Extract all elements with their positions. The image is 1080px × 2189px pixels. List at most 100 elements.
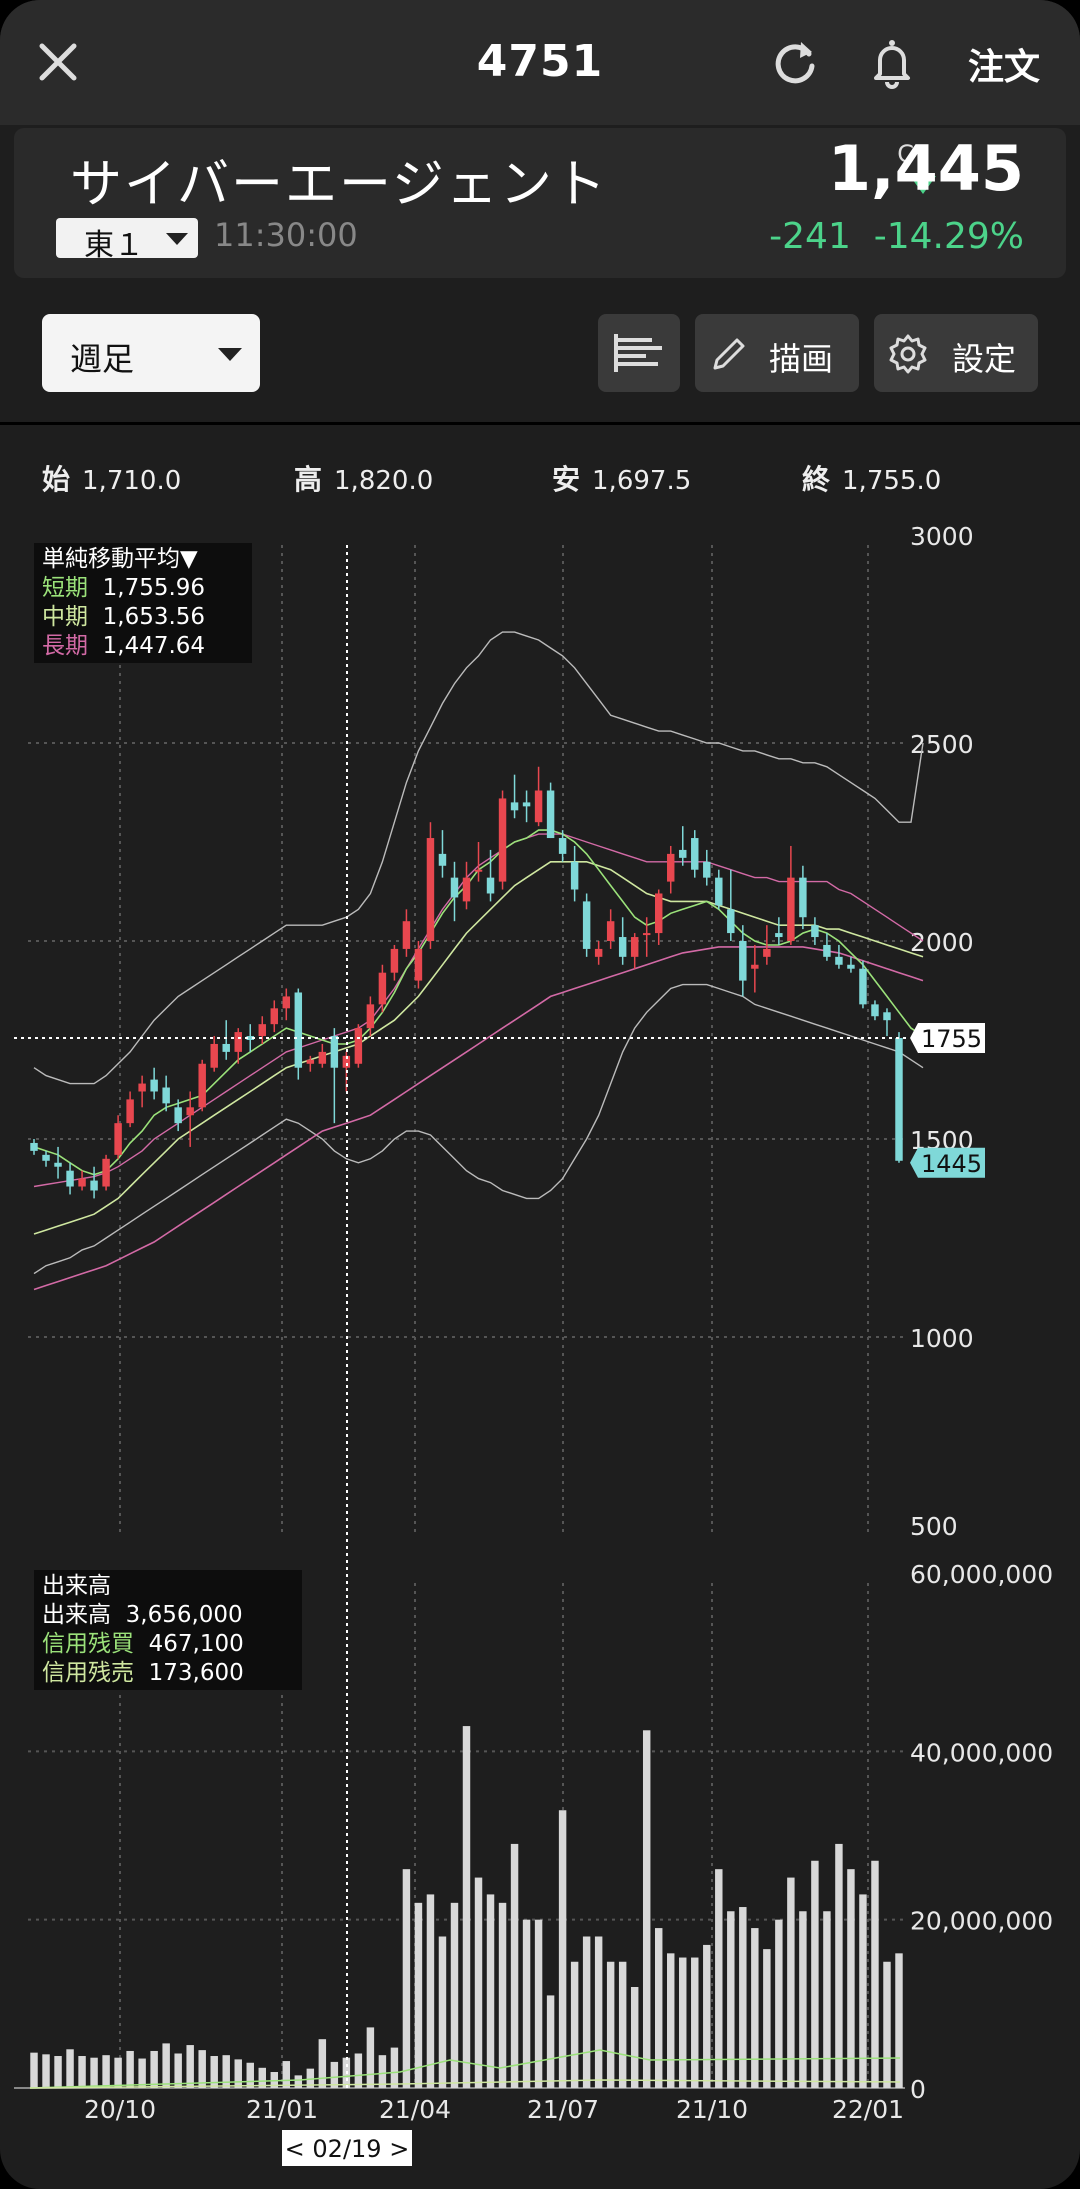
ohlc-low: 安 1,697.5 — [552, 458, 691, 498]
candle-body — [498, 798, 507, 882]
volume-bar — [306, 2068, 315, 2088]
candle-body — [210, 1043, 218, 1068]
candle-body — [222, 1043, 230, 1052]
candle-body — [78, 1178, 86, 1187]
candle-body — [42, 1154, 50, 1161]
price-change: -241 -14.29% — [769, 216, 1024, 257]
gear-icon — [889, 334, 927, 374]
quote-time: 11:30:00 — [214, 216, 358, 254]
candle-body — [715, 877, 723, 906]
ma-mid-line — [33, 861, 924, 1235]
candle-body — [414, 948, 423, 981]
price-axis-tick: 3000 — [910, 522, 974, 551]
volume-bar — [751, 1928, 759, 2088]
pencil-icon — [713, 338, 745, 370]
volume-bar — [835, 1843, 843, 2088]
candle-body — [594, 948, 603, 957]
ohlc-open: 始 1,710.0 — [42, 458, 181, 498]
volume-bar — [691, 1957, 699, 2088]
order-button[interactable]: 注文 — [967, 47, 1040, 88]
ma-short-row: 短期 1,755.96 — [42, 574, 244, 603]
cursor-date-label: < 02/19 > — [285, 2135, 410, 2163]
candle-body — [258, 1024, 266, 1037]
candle-body — [450, 877, 459, 898]
volume-bar — [703, 1944, 711, 2088]
candle-body — [823, 944, 831, 957]
volume-bar — [378, 2055, 387, 2088]
cursor-date-tag — [282, 2130, 412, 2166]
volume-bar — [811, 1860, 819, 2088]
volume-bar — [366, 2027, 375, 2088]
candle-body — [126, 1099, 134, 1124]
volume-bar — [823, 1911, 831, 2088]
volume-bar — [66, 2049, 74, 2088]
ohlc-high: 高 1,820.0 — [294, 458, 433, 498]
change-percent: -14.29% — [873, 216, 1024, 257]
candle-body — [162, 1087, 170, 1104]
volume-bar — [54, 2056, 62, 2088]
x-axis-tick: 21/10 — [676, 2095, 748, 2124]
volume-legend: 出来高 出来高 3,656,000 信用残買 467,100 信用残売 173,… — [34, 1570, 302, 1690]
ma-long-label: 長期 — [42, 633, 88, 659]
indicator-button[interactable] — [598, 314, 680, 392]
candle-body — [775, 933, 783, 938]
volume-bar — [90, 2057, 98, 2088]
close-icon[interactable] — [28, 32, 88, 92]
volume-bar — [630, 1987, 639, 2088]
candle-body — [570, 861, 579, 890]
volume-bar — [210, 2056, 218, 2088]
margin-sell-label: 信用残売 — [42, 1660, 134, 1686]
bell-icon[interactable] — [862, 32, 922, 92]
x-axis-tick: 21/01 — [246, 2095, 318, 2124]
candle-body — [198, 1063, 206, 1108]
volume-axis-tick: 60,000,000 — [910, 1560, 1053, 1589]
low-value: 1,697.5 — [592, 466, 692, 496]
draw-button[interactable]: 描画 — [695, 314, 859, 392]
candle-body — [150, 1079, 158, 1092]
price-axis-tick: 2500 — [910, 730, 974, 759]
volume-bar — [162, 2043, 170, 2088]
candle-body — [859, 968, 867, 1005]
stock-name: サイバーエージェント — [70, 155, 608, 215]
volume-bar — [126, 2050, 134, 2088]
open-value: 1,710.0 — [82, 466, 182, 496]
stock-info-panel: サイバーエージェント 東１ 11:30:00 C 1,445 -241 -14.… — [14, 128, 1066, 278]
volume-bar — [150, 2050, 158, 2088]
ma-legend[interactable]: 単純移動平均▼ 短期 1,755.96 中期 1,653.56 長期 1,447… — [34, 543, 252, 663]
ma-mid-row: 中期 1,653.56 — [42, 603, 244, 632]
settings-button[interactable]: 設定 — [874, 314, 1038, 392]
chevron-down-icon — [166, 233, 188, 245]
candle-body — [102, 1158, 110, 1187]
market-select[interactable]: 東１ — [56, 218, 198, 263]
margin-sell-row: 信用残売 173,600 — [42, 1659, 294, 1688]
ma-long-row: 長期 1,447.64 — [42, 632, 244, 661]
candle-body — [895, 1038, 903, 1161]
candle-body — [546, 790, 555, 839]
volume-bar — [739, 1907, 747, 2088]
ma-long-line — [33, 946, 924, 1291]
candle-body — [174, 1107, 182, 1124]
top-bar: 4751 注文 — [0, 0, 1080, 125]
candle-body — [138, 1083, 146, 1092]
low-label: 安 — [552, 463, 581, 496]
candle-body — [462, 877, 471, 902]
last-price-label: 1445 — [921, 1150, 982, 1178]
candle-body — [426, 838, 435, 941]
volume-bar — [186, 2045, 194, 2088]
price-axis-tick: 500 — [910, 1512, 958, 1541]
bars-icon — [614, 334, 662, 372]
settings-label: 設定 — [952, 340, 1017, 378]
volume-bar — [114, 2057, 122, 2088]
volume-bar — [618, 1961, 627, 2088]
volume-bar — [787, 1877, 795, 2088]
volume-bar — [895, 1953, 903, 2088]
refresh-icon[interactable] — [765, 32, 825, 92]
candle-body — [654, 893, 663, 934]
ohlc-close: 終 1,755.0 — [802, 458, 941, 498]
volume-bar — [438, 1936, 447, 2088]
candle-body — [534, 790, 543, 823]
candle-body — [270, 1008, 279, 1025]
period-select[interactable]: 週足 — [42, 314, 260, 392]
volume-bar — [402, 1869, 411, 2088]
